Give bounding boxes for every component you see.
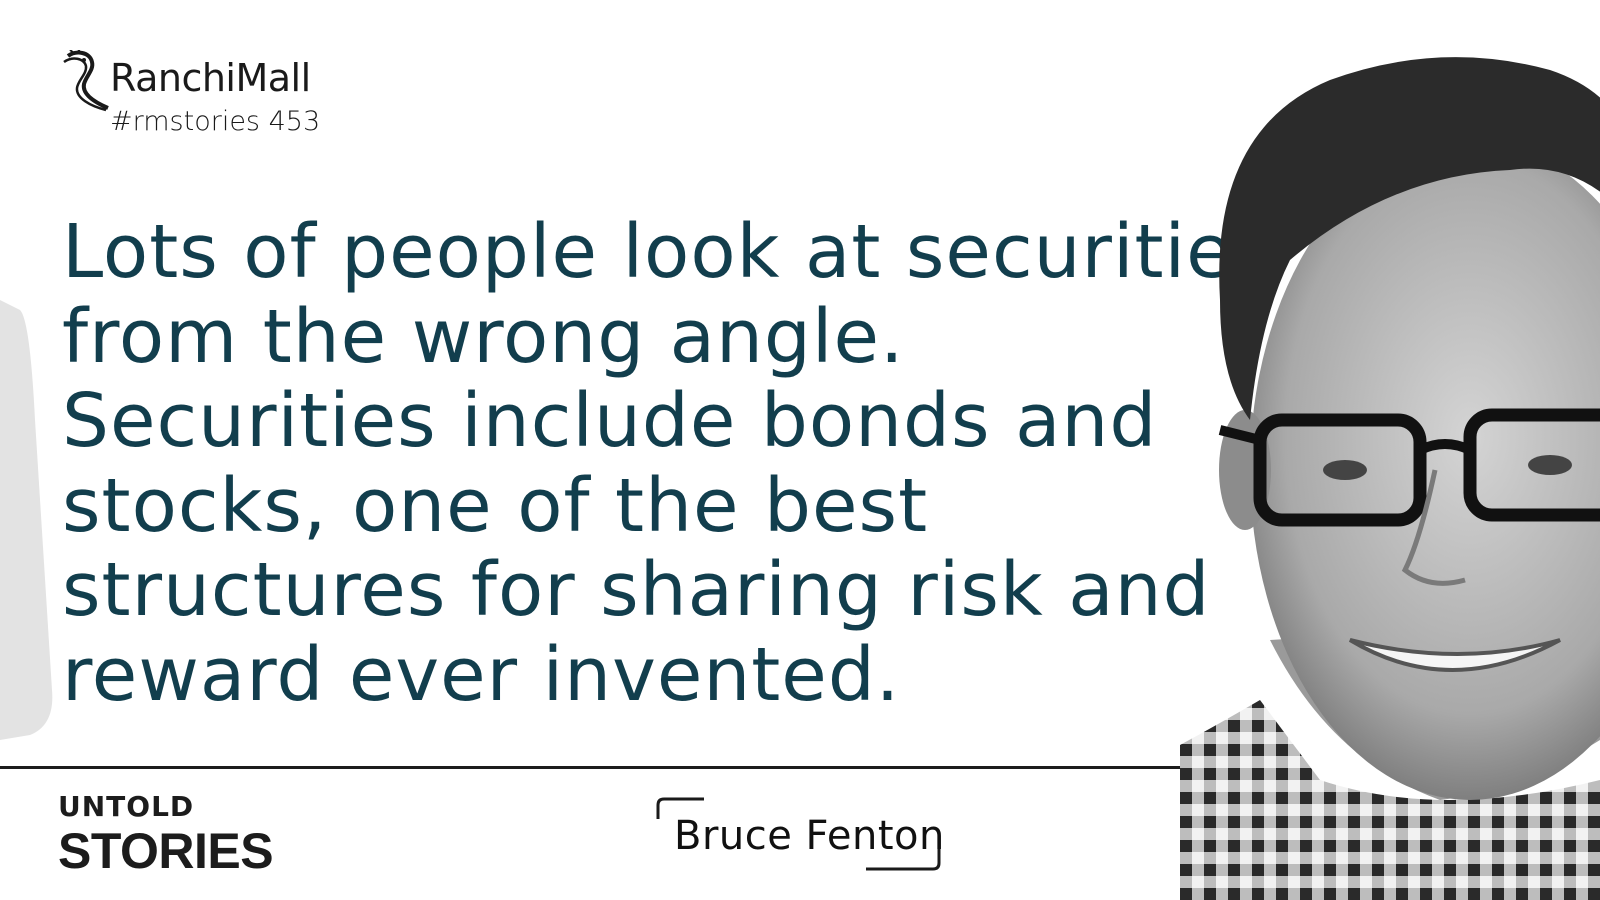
story-tag: #rmstories 453 <box>110 106 321 137</box>
author-name-tag: Bruce Fenton <box>656 797 944 873</box>
seahorse-logo-icon <box>63 50 109 112</box>
author-portrait <box>1180 57 1600 900</box>
author-name: Bruce Fenton <box>674 813 945 859</box>
bracket-frame-icon <box>656 797 941 871</box>
series-label-stories: STORIES <box>58 823 274 879</box>
footer-divider <box>0 766 1275 769</box>
quote-text: Lots of people look at securities from t… <box>62 209 1273 718</box>
brand-name: RanchiMall <box>110 56 311 100</box>
series-label-untold: UNTOLD <box>58 790 195 823</box>
